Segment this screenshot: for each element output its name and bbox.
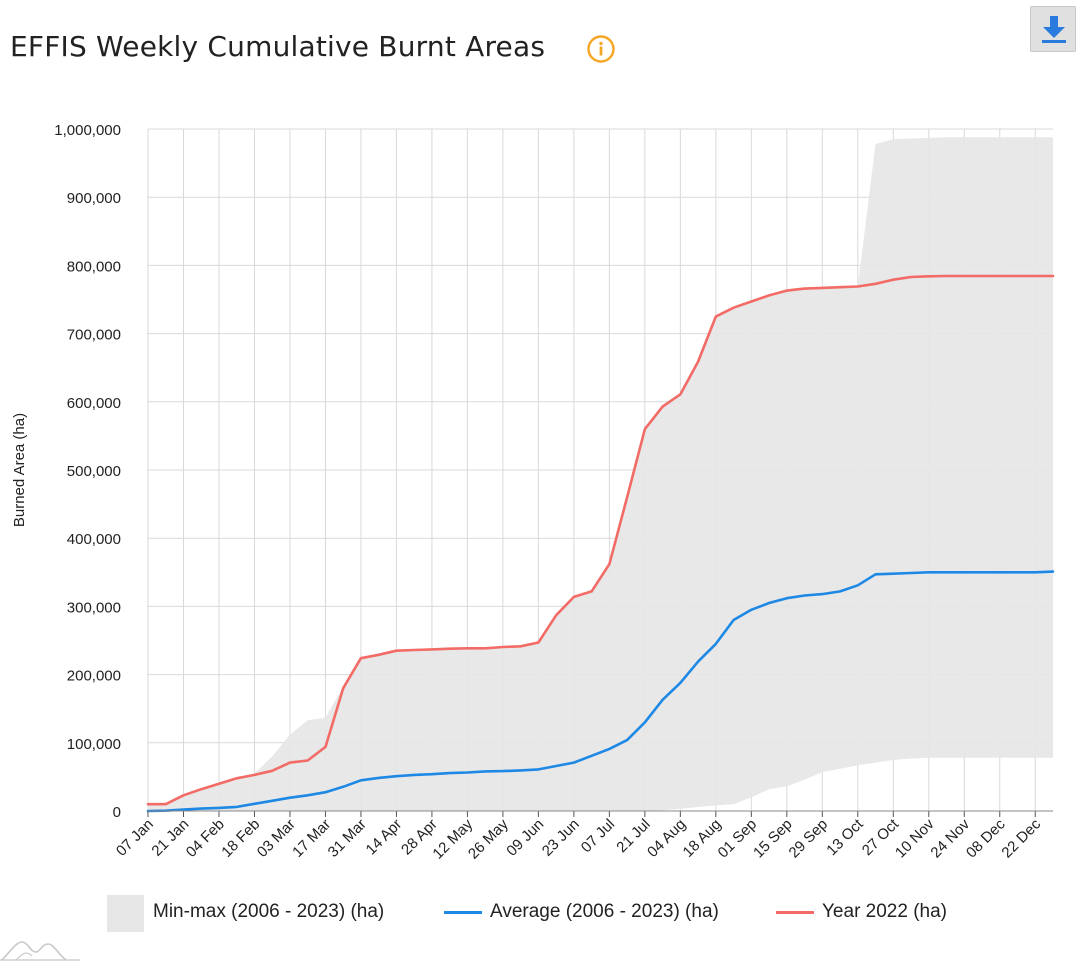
y-tick-label: 900,000 — [67, 190, 121, 207]
legend-item-min-max[interactable]: Min-max (2006 - 2023) (ha) — [107, 895, 427, 932]
min-max-band — [148, 137, 1053, 811]
y-tick-label: 600,000 — [67, 395, 121, 412]
legend-swatch-average — [444, 911, 482, 914]
x-tick-label: 22 Dec — [998, 815, 1044, 861]
y-tick-label: 200,000 — [67, 668, 121, 685]
info-icon[interactable] — [587, 35, 615, 63]
x-tick-label: 17 Mar — [289, 816, 334, 861]
y-tick-label: 1,000,000 — [54, 122, 121, 139]
x-tick-label: 04 Aug — [644, 816, 689, 861]
download-icon — [1042, 16, 1066, 43]
legend-swatch-min-max — [107, 895, 144, 932]
x-tick-label: 15 Sep — [750, 816, 796, 862]
mountain-logo-icon — [0, 941, 80, 961]
year-2022-line — [146, 274, 1055, 806]
x-tick-label: 03 Mar — [254, 816, 299, 861]
x-tick-label: 10 Nov — [892, 815, 938, 861]
x-tick-label: 07 Jul — [578, 816, 618, 856]
x-tick-label: 14 Apr — [363, 816, 406, 859]
x-tick-label: 26 May — [465, 815, 512, 862]
y-axis: 1,000,000 900,000 800,000 700,000 600,000 500… — [54, 122, 121, 821]
average-line — [146, 570, 1055, 813]
legend-item-average[interactable]: Average (2006 - 2023) (ha) — [444, 895, 764, 931]
legend-label-min-max: Min-max (2006 - 2023) (ha) — [153, 901, 385, 922]
x-tick-label: 07 Jan — [113, 816, 157, 860]
legend-label-year-2022: Year 2022 (ha) — [822, 901, 948, 922]
x-tick-label: 23 Jun — [539, 816, 583, 860]
x-tick-label: 18 Feb — [218, 816, 263, 861]
legend-swatch-year-2022 — [776, 911, 814, 914]
x-tick-label: 29 Sep — [786, 816, 832, 862]
min-max-band-layer — [148, 137, 1053, 811]
chart-title: EFFIS Weekly Cumulative Burnt Areas — [10, 30, 546, 63]
legend-item-year-2022[interactable]: Year 2022 (ha) — [776, 895, 1006, 931]
y-tick-label: 0 — [113, 804, 121, 821]
legend-label-average: Average (2006 - 2023) (ha) — [490, 901, 719, 922]
y-tick-label: 400,000 — [67, 531, 121, 548]
y-tick-label: 700,000 — [67, 327, 121, 344]
x-tick-label: 08 Dec — [963, 815, 1009, 861]
x-tick-label: 24 Nov — [927, 815, 973, 861]
y-tick-label: 300,000 — [67, 599, 121, 616]
y-tick-label: 800,000 — [67, 258, 121, 275]
y-axis-label: Burned Area (ha) — [11, 413, 28, 527]
x-tick-label: 04 Feb — [183, 816, 228, 861]
x-tick-label: 01 Sep — [715, 816, 761, 862]
series-lines-layer — [146, 274, 1055, 813]
y-tick-label: 500,000 — [67, 463, 121, 480]
download-button[interactable] — [1030, 6, 1076, 52]
x-tick-label: 31 Mar — [325, 816, 370, 861]
y-tick-label: 100,000 — [67, 736, 121, 753]
x-tick-label: 13 Oct — [823, 815, 867, 859]
x-tick-label: 09 Jun — [503, 816, 547, 860]
